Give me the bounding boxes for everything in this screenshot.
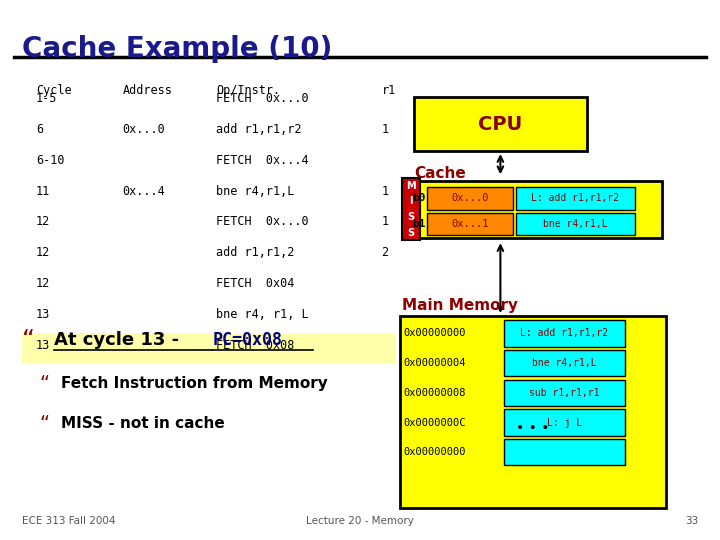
FancyBboxPatch shape [414,97,587,151]
Text: bne r4,r1,L: bne r4,r1,L [543,219,608,229]
Text: MISS - not in cache: MISS - not in cache [61,416,225,431]
Text: FETCH  0x04: FETCH 0x04 [216,277,294,290]
Text: 0x00000000: 0x00000000 [403,447,466,457]
Text: 6: 6 [36,123,43,136]
Text: 0x...1: 0x...1 [451,219,489,229]
Text: 1-5: 1-5 [36,92,58,105]
Bar [427,187,513,210]
Text: 0x0000000C: 0x0000000C [403,417,466,428]
Text: add r1,r1,r2: add r1,r1,r2 [216,123,302,136]
Text: S: S [408,212,414,222]
Text: 12: 12 [36,277,50,290]
Text: b0: b0 [413,193,426,203]
Text: FETCH  0x...0: FETCH 0x...0 [216,92,309,105]
Bar [504,439,625,465]
Text: 0x00000008: 0x00000008 [403,388,466,398]
Text: 0x00000004: 0x00000004 [403,358,466,368]
Text: • • •: • • • [516,421,549,435]
Text: Main Memory: Main Memory [402,298,518,313]
Text: “: “ [22,328,35,352]
Text: Cycle: Cycle [36,84,71,97]
Text: 13: 13 [36,339,50,352]
Text: Op/Instr.: Op/Instr. [216,84,280,97]
Text: Cache Example (10): Cache Example (10) [22,35,332,63]
Text: 11: 11 [36,185,50,198]
Text: 6-10: 6-10 [36,154,65,167]
Text: 1: 1 [382,185,389,198]
Text: Cache: Cache [414,166,466,181]
Text: CPU: CPU [478,114,523,134]
Text: add r1,r1,2: add r1,r1,2 [216,246,294,259]
Text: 1: 1 [382,123,389,136]
Text: L: add r1,r1,r2: L: add r1,r1,r2 [531,193,619,203]
Text: 12: 12 [36,215,50,228]
Text: S: S [408,227,414,238]
Text: sub r1,r1,r1: sub r1,r1,r1 [529,388,600,398]
Bar [504,380,625,406]
Bar [516,187,635,210]
Text: 0x...0: 0x...0 [122,123,165,136]
Bar [504,320,625,347]
Text: L: add r1,r1,r2: L: add r1,r1,r2 [521,328,608,339]
Text: bne r4,r1,L: bne r4,r1,L [532,358,597,368]
Text: Lecture 20 - Memory: Lecture 20 - Memory [306,516,414,526]
Text: Fetch Instruction from Memory: Fetch Instruction from Memory [61,376,328,391]
Text: 0x00000000: 0x00000000 [403,328,466,339]
Text: “: “ [40,374,50,393]
Text: 2: 2 [382,246,389,259]
Text: 33: 33 [685,516,698,526]
Text: b1: b1 [413,219,426,229]
Text: r1: r1 [382,84,396,97]
Bar [407,181,662,238]
Bar [504,409,625,436]
Text: FETCH  0x08: FETCH 0x08 [216,339,294,352]
Text: 12: 12 [36,246,50,259]
Text: PC=0x08: PC=0x08 [212,331,282,349]
Text: “: “ [40,414,50,434]
Text: 1: 1 [382,215,389,228]
Bar [427,213,513,235]
Text: 0x...0: 0x...0 [451,193,489,203]
Text: At cycle 13 -: At cycle 13 - [54,331,185,349]
Text: 0x...4: 0x...4 [122,185,165,198]
Text: I: I [409,197,413,206]
Bar [22,333,396,363]
Text: ECE 313 Fall 2004: ECE 313 Fall 2004 [22,516,115,526]
Text: Address: Address [122,84,172,97]
Bar [516,213,635,235]
Text: L: j L: L: j L [547,417,582,428]
Text: FETCH  0x...4: FETCH 0x...4 [216,154,309,167]
Text: FETCH  0x...0: FETCH 0x...0 [216,215,309,228]
Bar [400,316,666,508]
Text: bne r4,r1,L: bne r4,r1,L [216,185,294,198]
Text: M: M [406,181,415,191]
Bar [504,350,625,376]
Text: bne r4, r1, L: bne r4, r1, L [216,308,309,321]
Bar [402,178,420,240]
Text: 13: 13 [36,308,50,321]
